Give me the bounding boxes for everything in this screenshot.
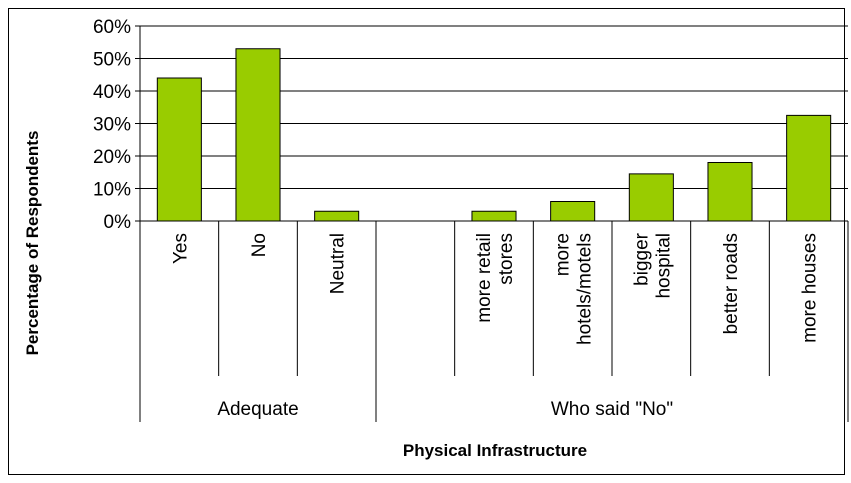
y-tick-label: 50% — [93, 50, 131, 71]
category-label: hotels/motels — [575, 233, 596, 345]
y-tick-label: 20% — [93, 147, 131, 168]
category-label: stores — [496, 233, 517, 285]
y-tick-label: 40% — [93, 82, 131, 103]
y-axis-title: Percentage of Respondents — [23, 131, 42, 356]
category-label: more — [553, 233, 574, 276]
bar — [628, 173, 674, 222]
group-label: Adequate — [217, 399, 298, 420]
bar — [235, 48, 281, 222]
category-label: more retail — [474, 233, 495, 323]
bar — [471, 210, 517, 222]
group-labels: Adequate Who said "No" — [217, 399, 673, 420]
y-tick-label: 30% — [93, 115, 131, 136]
category-label: Neutral — [328, 233, 349, 294]
axes — [135, 25, 849, 422]
y-tick-label: 60% — [93, 17, 131, 38]
chart-border — [8, 8, 845, 475]
category-label: better roads — [721, 233, 742, 334]
category-label: No — [249, 233, 270, 257]
bar — [707, 162, 753, 222]
y-tick-label: 0% — [104, 212, 132, 233]
bar — [786, 114, 832, 222]
bar — [550, 201, 596, 222]
x-axis-title: Physical Infrastructure — [403, 441, 587, 460]
category-label: more houses — [800, 233, 821, 343]
group-label: Who said "No" — [551, 399, 673, 420]
y-tick-labels: 0% 10% 20% 30% 40% 50% 60% — [93, 17, 131, 233]
bar — [314, 210, 360, 222]
category-label: hospital — [653, 233, 674, 299]
bar — [156, 77, 202, 222]
y-tick-label: 10% — [93, 180, 131, 201]
bars — [156, 48, 832, 222]
category-label: Yes — [170, 233, 191, 264]
category-label: bigger — [631, 232, 652, 285]
category-labels: Yes No Neutral more retail stores more hotels/… — [170, 232, 820, 345]
